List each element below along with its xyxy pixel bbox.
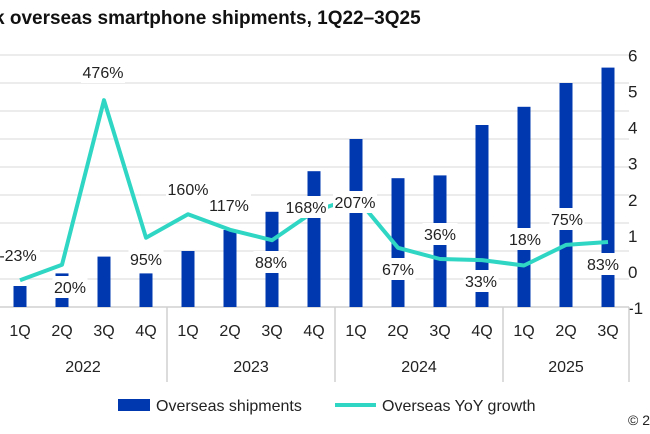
x-tick-label: 3Q	[597, 323, 618, 340]
data-label-bg	[52, 276, 88, 298]
data-label: 67%	[382, 262, 414, 279]
data-label-bg	[128, 248, 164, 270]
data-label-bg	[207, 194, 251, 216]
bar-overseas-shipments	[517, 106, 531, 307]
data-label-bg	[463, 270, 499, 292]
data-label-bg	[333, 191, 377, 213]
data-label: 117%	[209, 198, 249, 215]
x-tick-label: 1Q	[9, 323, 30, 340]
data-label-bg	[166, 178, 210, 200]
right-axis-tick: 4	[628, 119, 637, 138]
right-axis-tick: -1	[628, 299, 643, 318]
data-label: 20%	[54, 280, 86, 297]
data-label-bg	[422, 223, 458, 245]
x-tick-label: 1Q	[345, 323, 366, 340]
right-axis-tick: 6	[628, 46, 637, 65]
data-label: -23%	[0, 248, 37, 265]
data-label: 168%	[286, 200, 327, 217]
x-tick-label: 2Q	[555, 323, 576, 340]
x-tick-label: 3Q	[93, 323, 114, 340]
bar-overseas-shipments	[349, 139, 363, 307]
right-axis-tick: 1	[628, 227, 637, 246]
chart-title: k overseas smartphone shipments, 1Q22–3Q…	[0, 8, 421, 29]
right-axis-tick: 3	[628, 155, 637, 174]
legend-label: Overseas YoY growth	[382, 398, 536, 415]
x-tick-label: 2Q	[51, 323, 72, 340]
x-tick-label: 4Q	[303, 323, 324, 340]
data-label: 75%	[551, 212, 583, 229]
right-axis-tick: 2	[628, 191, 637, 210]
legend-swatch-bars	[118, 399, 150, 411]
x-group-label: 2023	[233, 359, 269, 376]
legend-label: Overseas shipments	[156, 398, 302, 415]
bar-overseas-shipments	[181, 251, 195, 307]
bar-overseas-shipments	[307, 171, 321, 307]
copyright: © 2	[628, 412, 650, 428]
x-tick-label: 4Q	[135, 323, 156, 340]
data-label: 160%	[168, 182, 209, 199]
data-label-bg	[380, 258, 416, 280]
bar-overseas-shipments	[223, 230, 237, 307]
data-label: 36%	[424, 227, 456, 244]
x-tick-label: 3Q	[429, 323, 450, 340]
bar-overseas-shipments	[601, 67, 615, 307]
right-axis-tick: 5	[628, 83, 637, 102]
data-label-bg	[585, 253, 621, 275]
bar-overseas-shipments	[13, 286, 27, 307]
x-group-label: 2022	[65, 359, 101, 376]
data-label: 18%	[509, 232, 541, 249]
data-label-bg	[253, 251, 289, 273]
x-tick-label: 2Q	[387, 323, 408, 340]
x-tick-label: 2Q	[219, 323, 240, 340]
x-tick-label: 1Q	[177, 323, 198, 340]
x-tick-label: 3Q	[261, 323, 282, 340]
data-label-bg	[81, 61, 125, 83]
data-label: 476%	[83, 65, 124, 82]
x-tick-label: 1Q	[513, 323, 534, 340]
data-label-bg	[284, 196, 328, 218]
data-label: 95%	[130, 252, 162, 269]
data-label-bg	[549, 208, 585, 230]
data-label: 33%	[465, 274, 497, 291]
bar-overseas-shipments	[97, 256, 111, 307]
x-group-label: 2025	[548, 359, 584, 376]
data-label-bg	[507, 228, 543, 250]
bar-overseas-shipments	[559, 83, 573, 307]
data-label: 83%	[587, 257, 619, 274]
right-axis-tick: 0	[628, 263, 637, 282]
x-group-label: 2024	[401, 359, 437, 376]
bar-overseas-shipments	[139, 273, 153, 307]
data-label: 88%	[255, 255, 287, 272]
data-label: 207%	[335, 195, 376, 212]
data-label-bg	[0, 244, 40, 266]
x-tick-label: 4Q	[471, 323, 492, 340]
